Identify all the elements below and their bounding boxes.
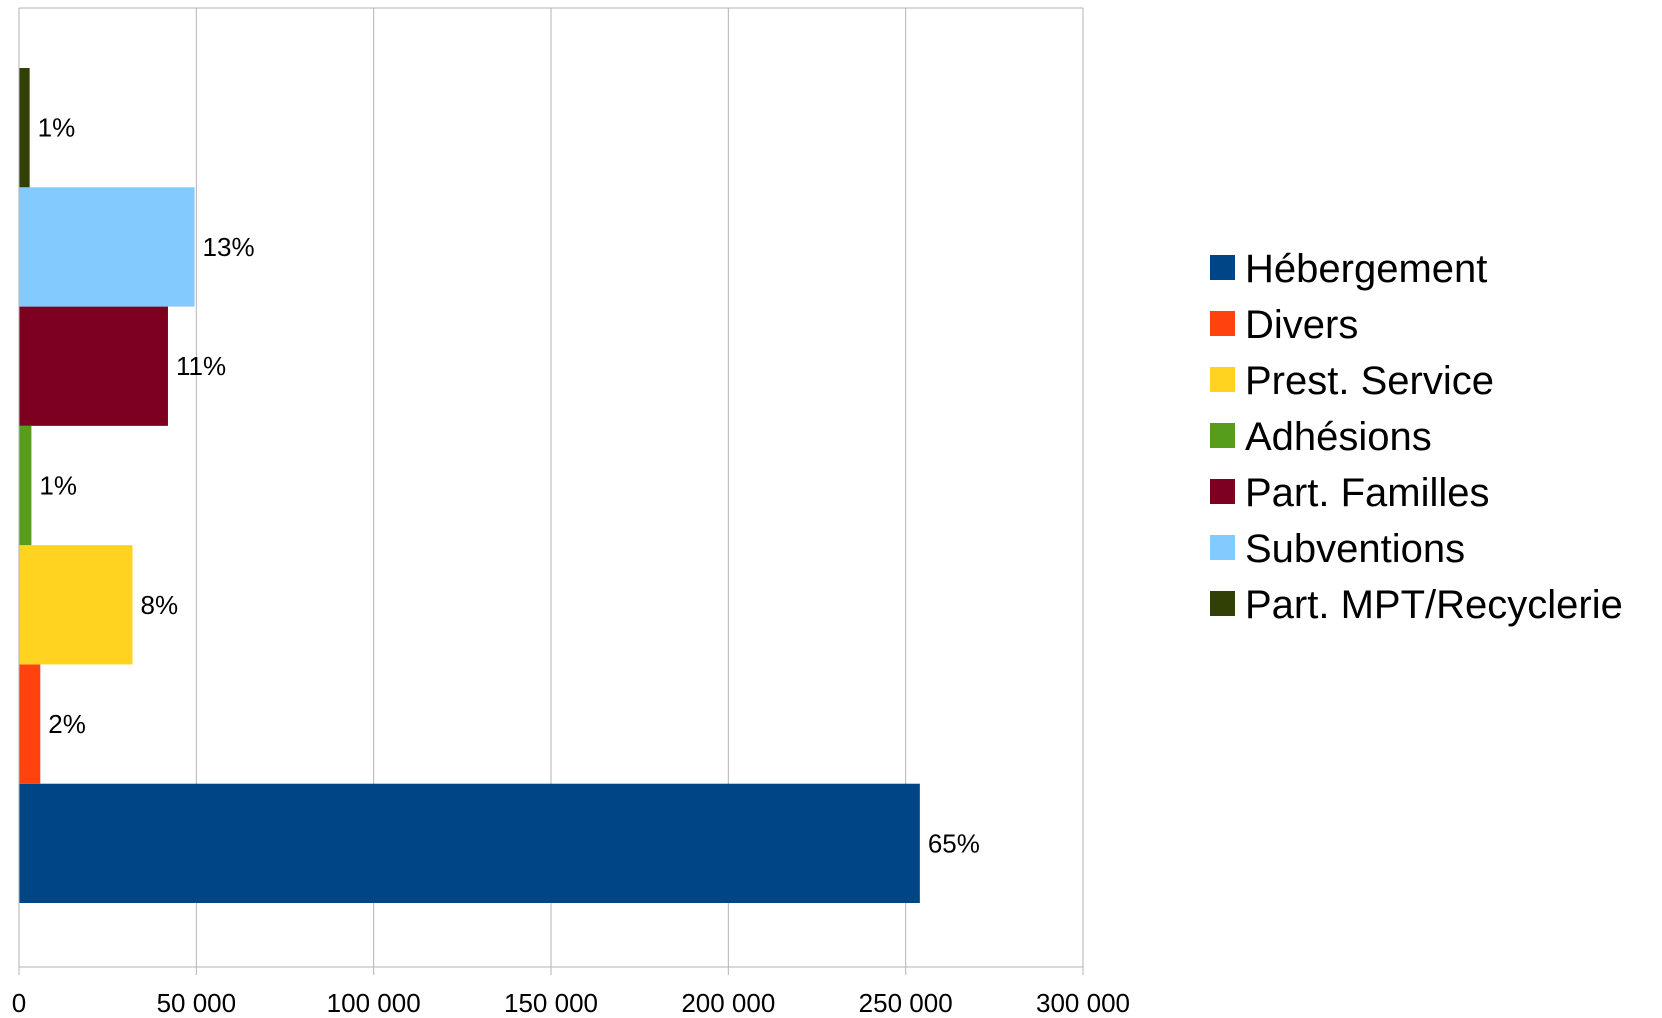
data-label: 65% <box>928 828 980 858</box>
gridlines <box>18 7 1084 967</box>
legend-label: Hébergement <box>1245 247 1487 291</box>
bar-h-bergement <box>19 783 920 903</box>
bar-subventions <box>19 187 195 307</box>
x-tick-label: 0 <box>12 988 26 1018</box>
x-tick-label: 250 000 <box>859 988 953 1018</box>
data-label: 8% <box>140 590 178 620</box>
data-label: 13% <box>203 232 255 262</box>
legend-label: Divers <box>1245 303 1358 347</box>
legend-label: Adhésions <box>1245 415 1432 459</box>
data-labels: 65% 2% 8% 1% 11% 13% 1% <box>38 113 980 859</box>
x-tick-label: 100 000 <box>327 988 421 1018</box>
x-tick-label: 200 000 <box>681 988 775 1018</box>
legend-swatch <box>1210 255 1235 280</box>
x-tick-label: 150 000 <box>504 988 598 1018</box>
legend-label: Subventions <box>1245 527 1465 571</box>
legend-label: Part. Familles <box>1245 471 1490 515</box>
legend-label: Part. MPT/Recyclerie <box>1245 583 1623 627</box>
x-axis: 0 50 000 100 000 150 000 200 000 250 000 300 0… <box>12 8 1130 1018</box>
legend-swatch <box>1210 423 1235 448</box>
legend-swatch <box>1210 311 1235 336</box>
data-label: 2% <box>48 709 86 739</box>
data-label: 1% <box>38 113 76 143</box>
legend-swatch <box>1210 367 1235 392</box>
legend-swatch <box>1210 535 1235 560</box>
legend-label: Prest. Service <box>1245 359 1494 403</box>
bar-adh-sions <box>19 425 32 546</box>
legend: Hébergement Divers Prest. Service Adhésions… <box>1210 247 1623 627</box>
bar-divers <box>19 664 41 784</box>
data-label: 11% <box>176 351 226 381</box>
legend-swatch <box>1210 479 1235 504</box>
data-label: 1% <box>39 471 77 501</box>
bar-part-familles <box>19 306 168 426</box>
bar-part-mpt-recyclerie <box>19 68 30 188</box>
bars <box>19 68 920 903</box>
bar-prest-service <box>19 545 133 665</box>
legend-swatch <box>1210 591 1235 616</box>
x-tick-label: 50 000 <box>157 988 237 1018</box>
x-tick-label: 300 000 <box>1036 988 1130 1018</box>
